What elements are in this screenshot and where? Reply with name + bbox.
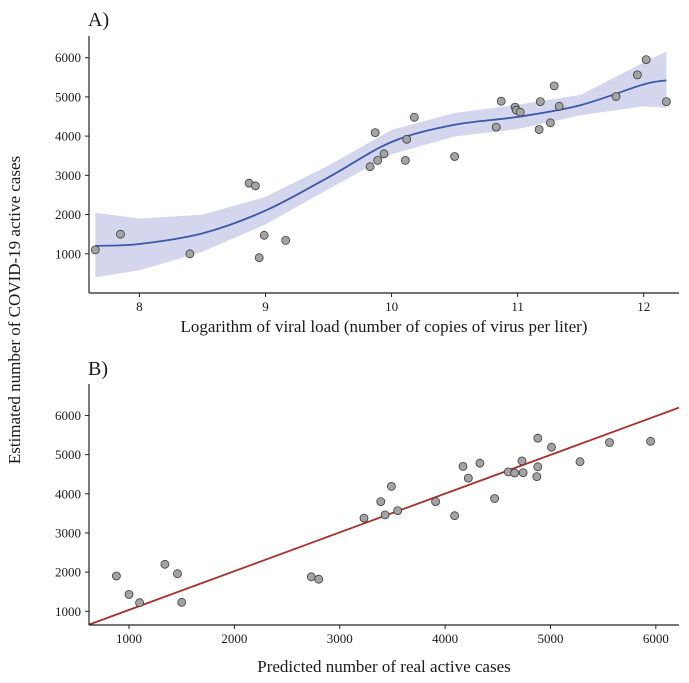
panel-a-data-point	[546, 118, 555, 128]
panel-b-data-point	[393, 506, 403, 516]
panel-b-data-point	[517, 456, 527, 466]
panel-a-data-point	[373, 155, 383, 165]
panel-b-y-tick-label: 2000	[55, 565, 81, 580]
panel-a-data-point	[554, 101, 564, 111]
panel-a-label: A)	[88, 9, 109, 31]
panel-a-data-point	[370, 128, 380, 138]
panel-b-data-point	[160, 559, 170, 569]
panel-b-data-point	[380, 510, 390, 520]
panel-b-x-tick-label: 5000	[537, 631, 563, 646]
panel-b-data-point	[533, 462, 543, 472]
panel-a-x-axis-title: Logarithm of viral load (number of copie…	[181, 317, 588, 336]
panel-a-data-point	[379, 149, 389, 159]
panel-b-data-point	[463, 473, 473, 483]
panel-a-data-point	[496, 96, 506, 106]
panel-b-x-tick-label: 4000	[432, 631, 458, 646]
panel-b-data-point	[458, 461, 468, 471]
panel-a-data-point	[534, 125, 544, 134]
panel-b-data-point	[314, 574, 324, 584]
panel-b-data-point	[518, 468, 528, 478]
panel-b-data-point	[112, 571, 121, 581]
panel-b-data-point	[376, 497, 386, 507]
panel-a-data-point	[450, 152, 460, 161]
panel-b-data-point	[135, 598, 145, 608]
panel-b-data-point	[533, 433, 543, 443]
panel-a-data-point	[535, 97, 545, 106]
panel-a-plot-group: 8 9 10 11 12 1000 2000 3000 4000 5000 6000	[55, 36, 679, 314]
panel-a-y-tick-label: 2000	[55, 207, 81, 222]
panel-a-data-point	[633, 70, 642, 80]
panel-a-x-tick-label: 8	[136, 299, 143, 314]
panel-a-data-point	[259, 230, 269, 240]
panel-b-x-tick-label: 6000	[643, 631, 669, 646]
y-axis-title: Estimated number of COVID-19 active case…	[5, 156, 24, 464]
panel-b-data-point	[431, 497, 441, 507]
panel-a-data-point	[515, 107, 525, 117]
panel-a-data-point	[90, 245, 100, 255]
panel-a-y-tick-label: 1000	[55, 246, 81, 261]
panel-a-data-point	[611, 92, 621, 101]
panel-b-y-tick-label: 3000	[55, 525, 81, 540]
panel-a-x-tick-label: 12	[637, 299, 650, 314]
panel-b-data-point	[605, 438, 614, 447]
panel-a-x-tick-label: 9	[262, 299, 269, 314]
panel-a-data-point	[281, 235, 291, 245]
panel-b-x-tick-label: 1000	[116, 631, 142, 646]
panel-a-data-point	[641, 55, 651, 64]
panel-b-x-tick-label: 3000	[327, 631, 353, 646]
panel-b-x-axis-title: Predicted number of real active cases	[257, 657, 510, 676]
panel-b-data-point	[386, 481, 396, 491]
panel-a-data-point	[402, 134, 412, 144]
panel-a-smooth-line	[95, 79, 667, 247]
panel-b-label: B)	[88, 358, 108, 380]
panel-a-data-point	[549, 81, 559, 91]
panel-b-plot-group: 1000 2000 3000 4000 5000 6000 1000 2000 3000 4000…	[55, 384, 680, 646]
panel-b-y-tick-label: 6000	[55, 408, 81, 423]
panel-a-confidence-band	[95, 51, 667, 278]
panel-a-data-point	[662, 97, 671, 106]
panel-b-data-point	[475, 458, 485, 468]
panel-b-data-point	[490, 494, 500, 503]
panel-a-x-tick-label: 11	[511, 299, 524, 314]
panel-b-y-tick-label: 4000	[55, 486, 81, 501]
panel-a-data-point	[250, 181, 260, 191]
panel-b-data-point	[532, 472, 542, 482]
panel-b-data-point	[547, 442, 556, 452]
panel-b-data-point	[173, 569, 182, 579]
panel-a-y-tick-label: 5000	[55, 89, 81, 104]
panel-b-data-point	[306, 572, 316, 582]
panel-a-data-point	[491, 122, 501, 132]
panel-b-data-point	[450, 511, 460, 521]
panel-a-y-tick-label: 4000	[55, 129, 81, 144]
panel-b-y-tick-label: 1000	[55, 604, 81, 619]
panel-a-data-point	[254, 253, 264, 263]
panel-a-y-tick-label: 3000	[55, 168, 81, 183]
panel-b-data-point	[359, 513, 369, 523]
panel-b-data-point	[575, 457, 585, 467]
panel-a-data-point	[409, 112, 419, 122]
panel-b-data-point	[124, 590, 134, 599]
panel-a-data-point	[116, 229, 125, 239]
panel-b-y-tick-label: 5000	[55, 447, 81, 462]
panel-a-y-tick-label: 6000	[55, 50, 81, 65]
panel-a-data-point	[185, 249, 195, 259]
panel-b-data-point	[646, 436, 655, 446]
panel-a-data-point	[400, 155, 410, 165]
panel-b-data-point	[177, 597, 187, 607]
panel-a-x-tick-label: 10	[385, 299, 398, 314]
panel-a-data-point	[365, 162, 375, 172]
panel-b-data-point	[510, 468, 519, 478]
panel-b-x-tick-label: 2000	[221, 631, 247, 646]
